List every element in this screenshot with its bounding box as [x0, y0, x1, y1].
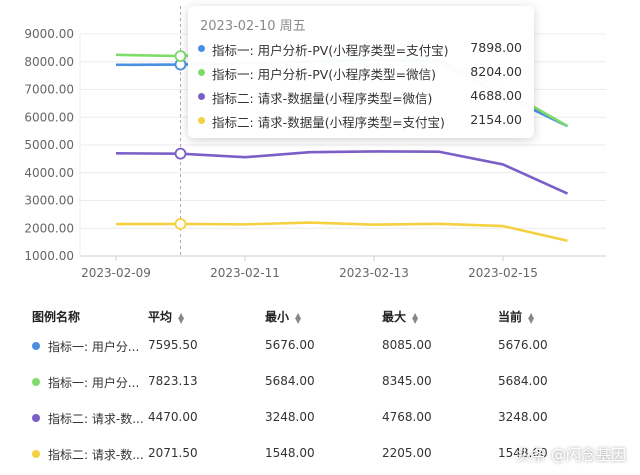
legend-row[interactable]: 指标一: 用户分... 7823.13 5684.00 8345.00 5684…: [0, 364, 640, 400]
tooltip-title: 2023-02-10 周五: [200, 19, 306, 34]
y-tick-label: 8000.00: [24, 55, 74, 69]
tooltip-row: 指标一: 用户分析-PV(小程序类型=微信) 8204.00: [198, 62, 526, 84]
header-current[interactable]: 当前 ▲ ▼: [498, 308, 534, 325]
series-color-dot: [32, 414, 40, 422]
header-min-label: 最小: [265, 310, 290, 324]
series-color-dot: [32, 342, 40, 350]
legend-current: 1548.00: [498, 446, 548, 460]
sort-icon[interactable]: ▲ ▼: [178, 310, 185, 325]
legend-avg: 4470.00: [148, 410, 198, 424]
header-max[interactable]: 最大 ▲ ▼: [382, 308, 418, 325]
series-color-dot: [198, 69, 205, 76]
series-line: [115, 221, 568, 243]
legend-max: 8345.00: [382, 374, 432, 388]
chart-tooltip: 2023-02-10 周五 指标一: 用户分析-PV(小程序类型=支付宝) 78…: [188, 6, 534, 138]
y-tick-label: 7000.00: [24, 83, 74, 97]
legend-name: 指标二: 请求-数...: [48, 412, 144, 426]
header-avg-label: 平均: [148, 310, 173, 324]
legend-max: 2205.00: [382, 446, 432, 460]
tooltip-series-value: 4688.00: [470, 88, 522, 103]
tooltip-series-value: 7898.00: [470, 40, 522, 55]
header-current-label: 当前: [498, 310, 523, 324]
tooltip-row: 指标二: 请求-数据量(小程序类型=支付宝) 2154.00: [198, 110, 526, 132]
y-tick-label: 2000.00: [24, 221, 74, 235]
hover-point: [174, 147, 187, 160]
tooltip-series-name: 指标二: 请求-数据量(小程序类型=支付宝): [212, 115, 445, 130]
header-min[interactable]: 最小 ▲ ▼: [265, 308, 301, 325]
legend-table-header: 图例名称 平均 ▲ ▼ 最小 ▲ ▼ 最大 ▲ ▼ 当前 ▲ ▼: [0, 298, 640, 334]
x-tick-label: 2023-02-09: [81, 266, 151, 280]
watermark: 头条 @闪念基因: [516, 446, 626, 464]
legend-min: 1548.00: [265, 446, 315, 460]
legend-avg: 7595.50: [148, 338, 198, 352]
legend-min: 5676.00: [265, 338, 315, 352]
legend-min: 5684.00: [265, 374, 315, 388]
legend-row[interactable]: 指标二: 请求-数... 2071.50 1548.00 2205.00 154…: [0, 436, 640, 472]
tooltip-series-value: 2154.00: [470, 112, 522, 127]
y-tick-label: 1000.00: [24, 249, 74, 263]
legend-avg: 2071.50: [148, 446, 198, 460]
header-avg[interactable]: 平均 ▲ ▼: [148, 308, 184, 325]
header-name: 图例名称: [32, 310, 81, 324]
sort-icon[interactable]: ▲ ▼: [528, 310, 535, 325]
legend-row[interactable]: 指标二: 请求-数... 4470.00 3248.00 4768.00 324…: [0, 400, 640, 436]
legend-min: 3248.00: [265, 410, 315, 424]
line-chart: 1000.00 2000.00 3000.00 4000.00 5000.00 6000.…: [24, 6, 606, 280]
series-color-dot: [198, 117, 205, 124]
x-axis: 2023-02-09 2023-02-11 2023-02-13 2023-02-15: [81, 256, 538, 280]
y-tick-label: 4000.00: [24, 166, 74, 180]
legend-avg: 7823.13: [148, 374, 198, 388]
legend-current: 5684.00: [498, 374, 548, 388]
legend-name: 指标一: 用户分...: [48, 376, 140, 390]
sort-icon[interactable]: ▲ ▼: [412, 310, 419, 325]
header-max-label: 最大: [382, 310, 407, 324]
legend-max: 8085.00: [382, 338, 432, 352]
legend-max: 4768.00: [382, 410, 432, 424]
x-tick-label: 2023-02-11: [210, 266, 280, 280]
legend-current: 3248.00: [498, 410, 548, 424]
series-color-dot: [198, 93, 205, 100]
x-tick-label: 2023-02-15: [468, 266, 538, 280]
hover-point: [174, 218, 187, 230]
legend-row[interactable]: 指标一: 用户分... 7595.50 5676.00 8085.00 5676…: [0, 328, 640, 364]
tooltip-row: 指标二: 请求-数据量(小程序类型=微信) 4688.00: [198, 86, 526, 108]
y-axis-ticks: 1000.00 2000.00 3000.00 4000.00 5000.00 6000.…: [24, 27, 74, 263]
legend-name: 指标二: 请求-数...: [48, 448, 144, 462]
tooltip-series-name: 指标一: 用户分析-PV(小程序类型=支付宝): [212, 43, 449, 58]
y-tick-label: 9000.00: [24, 27, 74, 41]
series-color-dot: [32, 450, 40, 458]
sort-icon[interactable]: ▲ ▼: [295, 310, 302, 325]
tooltip-series-value: 8204.00: [470, 64, 522, 79]
hover-point: [174, 50, 187, 62]
legend-current: 5676.00: [498, 338, 548, 352]
tooltip-series-name: 指标二: 请求-数据量(小程序类型=微信): [212, 91, 433, 106]
tooltip-row: 指标一: 用户分析-PV(小程序类型=支付宝) 7898.00: [198, 38, 526, 60]
hover-points: [174, 50, 187, 230]
y-tick-label: 6000.00: [24, 110, 74, 124]
tooltip-series-name: 指标一: 用户分析-PV(小程序类型=微信): [212, 67, 437, 82]
y-tick-label: 3000.00: [24, 194, 74, 208]
legend-name: 指标一: 用户分...: [48, 340, 140, 354]
series-line: [115, 150, 569, 195]
series-color-dot: [198, 45, 205, 52]
series-color-dot: [32, 378, 40, 386]
y-tick-label: 5000.00: [24, 138, 74, 152]
x-tick-label: 2023-02-13: [339, 266, 409, 280]
